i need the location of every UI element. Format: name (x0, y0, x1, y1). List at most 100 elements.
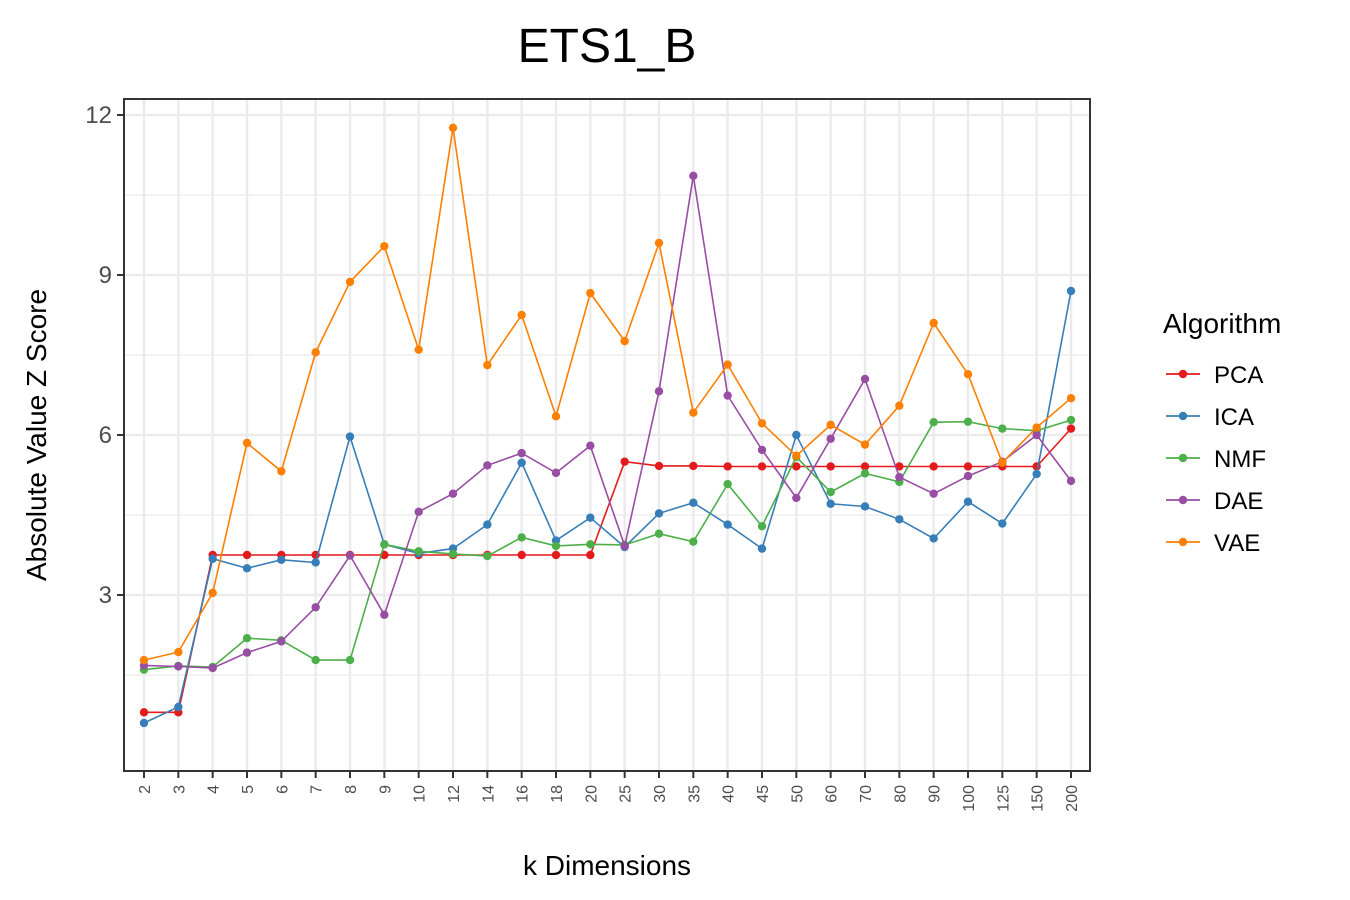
data-point (414, 547, 423, 556)
series-line-dae (143, 175, 1072, 669)
data-point (414, 507, 423, 516)
data-point (998, 458, 1007, 467)
grid (124, 99, 1090, 771)
x-tick-label: 18 (549, 785, 566, 803)
legend-item-dae: DAE (1166, 488, 1263, 515)
data-point (586, 441, 595, 450)
data-point (242, 438, 252, 448)
chart-title: ETS1_B (518, 20, 697, 73)
y-tick-label: 6 (99, 422, 112, 449)
data-point (826, 462, 835, 471)
data-point (551, 541, 561, 551)
data-point (689, 408, 698, 417)
data-point (380, 242, 389, 251)
x-tick-label: 200 (1064, 785, 1081, 812)
y-tick-label: 12 (85, 102, 112, 129)
data-point (551, 468, 561, 478)
data-point (792, 493, 801, 503)
x-tick-label: 14 (480, 785, 497, 803)
data-point (757, 419, 767, 428)
data-point (860, 502, 870, 511)
data-point (1066, 394, 1076, 403)
data-point (723, 462, 732, 471)
x-tick-label: 40 (721, 785, 738, 803)
legend: Algorithm PCA ICA NMF DAE VAE (1163, 308, 1281, 557)
data-point (792, 430, 801, 440)
data-point (311, 603, 320, 612)
data-point (895, 462, 904, 471)
x-axis-title: k Dimensions (523, 850, 691, 881)
data-point (139, 708, 149, 717)
data-point (345, 551, 355, 560)
x-tick-label: 2 (137, 785, 154, 794)
legend-label: DAE (1214, 488, 1263, 515)
x-tick-label: 50 (789, 785, 806, 803)
data-point (826, 434, 835, 443)
series-dae (139, 171, 1076, 673)
data-point (414, 345, 423, 354)
series-vae (139, 123, 1076, 665)
data-point (208, 588, 217, 598)
x-tick-label: 25 (618, 785, 635, 803)
data-point (1032, 469, 1041, 479)
data-point (345, 432, 355, 441)
data-point (860, 374, 870, 384)
data-point (654, 509, 664, 518)
x-tick-label: 45 (755, 785, 772, 803)
x-tick-label: 16 (515, 785, 532, 803)
data-point (929, 318, 938, 328)
data-point (1032, 423, 1041, 432)
y-axis: 3 6 9 12 (85, 102, 124, 609)
legend-item-nmf: NMF (1166, 446, 1266, 473)
data-point (620, 541, 629, 551)
data-point (826, 487, 835, 497)
data-point (483, 461, 492, 470)
data-point (1032, 462, 1041, 471)
data-point (860, 469, 870, 478)
data-point (380, 540, 389, 549)
data-point (757, 462, 767, 471)
x-axis: 2 3 4 5 6 7 8 9 10 12 14 16 18 20 25 30 35 40 45 50 60 70 80 90… (137, 771, 1081, 812)
x-tick-label: 12 (446, 785, 463, 803)
data-point (586, 513, 595, 522)
legend-swatch-point (1178, 537, 1188, 547)
data-point (963, 370, 973, 379)
x-tick-label: 8 (343, 785, 360, 794)
data-point (895, 515, 904, 524)
data-point (929, 418, 938, 427)
data-point (689, 461, 698, 471)
data-point (1066, 415, 1076, 425)
data-point (860, 440, 870, 449)
y-tick-label: 9 (99, 262, 112, 289)
data-point (208, 663, 217, 673)
x-tick-label: 35 (686, 785, 703, 803)
legend-item-ica: ICA (1166, 404, 1254, 431)
data-point (483, 520, 492, 529)
data-point (963, 497, 973, 506)
x-tick-label: 4 (206, 785, 223, 794)
x-tick-label: 80 (892, 785, 909, 803)
data-point (654, 461, 664, 471)
data-point (517, 550, 526, 560)
data-point (1066, 476, 1076, 486)
x-tick-label: 6 (274, 785, 291, 794)
data-point (208, 554, 217, 563)
data-point (277, 555, 286, 564)
data-point (654, 238, 664, 248)
data-point (929, 462, 938, 471)
x-tick-label: 10 (412, 785, 429, 803)
data-point (448, 489, 458, 498)
x-tick-label: 90 (927, 785, 944, 803)
data-point (723, 520, 732, 529)
data-point (551, 550, 561, 560)
data-point (242, 648, 252, 657)
data-point (963, 462, 973, 471)
data-point (345, 655, 355, 665)
x-tick-label: 100 (961, 785, 978, 812)
data-point (929, 534, 938, 543)
data-point (517, 310, 526, 320)
data-point (723, 391, 732, 400)
x-tick-label: 150 (1030, 785, 1047, 812)
data-point (1032, 430, 1041, 440)
